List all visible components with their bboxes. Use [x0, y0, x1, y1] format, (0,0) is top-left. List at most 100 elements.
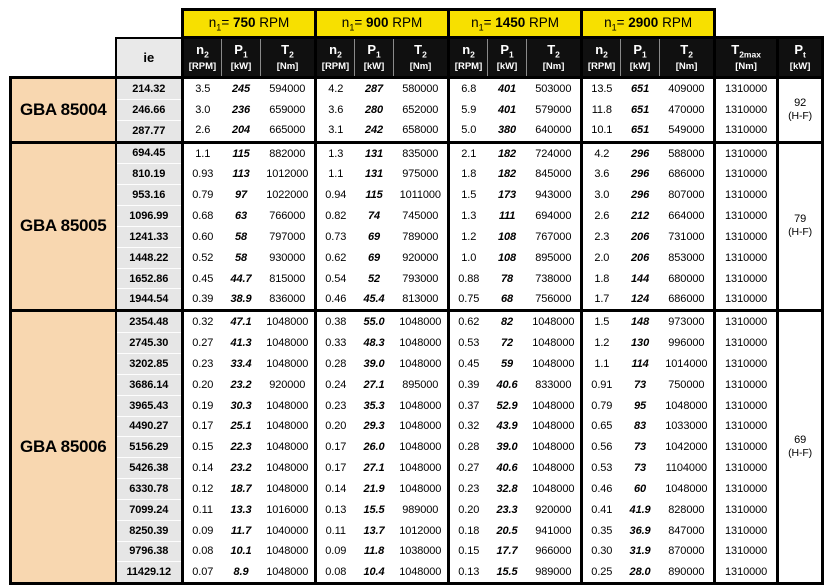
n2-cell: 0.20 [314, 416, 355, 437]
n2-cell: 1.3 [314, 140, 355, 164]
n2-header: n2 [RPM] [580, 36, 621, 79]
t2max-cell: 1310000 [713, 332, 780, 354]
p1-cell: 97 [221, 184, 261, 206]
table-row: GBA 85006 2354.48 0.32 47.1 1048000 0.38 55.0 1… [9, 309, 825, 585]
t2max-cell: 1310000 [713, 457, 780, 479]
t2-cell: 966000 [526, 541, 582, 562]
t2max-cell: 1310000 [713, 309, 780, 333]
n2-cell: 4.2 [314, 76, 355, 100]
p1-cell: 108 [487, 247, 527, 269]
n2-header: n2 [RPM] [447, 36, 488, 79]
t2-cell: 665000 [260, 120, 316, 143]
ie-cell: 6330.78 [115, 478, 184, 500]
n2-cell: 0.09 [314, 541, 355, 562]
t2-cell: 409000 [659, 76, 715, 100]
n2-cell: 0.53 [447, 332, 488, 354]
header-unit: [RPM] [188, 61, 217, 73]
p1-cell: 23.3 [487, 499, 527, 521]
n2-cell: 0.15 [447, 541, 488, 562]
p1-cell: 131 [354, 140, 394, 164]
ie-cell: 287.77 [115, 120, 184, 143]
p1-cell: 41.3 [221, 332, 261, 354]
header-symbol: n2 [329, 41, 342, 60]
n2-cell: 0.13 [447, 561, 488, 585]
p1-cell: 31.9 [620, 541, 660, 562]
p1-cell: 48.3 [354, 332, 394, 354]
t2-cell: 895000 [526, 247, 582, 269]
p1-cell: 23.2 [221, 374, 261, 396]
p1-cell: 212 [620, 205, 660, 227]
n2-cell: 0.73 [314, 226, 355, 248]
t2-cell: 943000 [526, 184, 582, 206]
t2-cell: 1048000 [526, 436, 582, 458]
n2-cell: 3.6 [580, 163, 621, 185]
t2-cell: 1104000 [659, 457, 715, 479]
n2-cell: 1.2 [447, 226, 488, 248]
ie-cell: 2745.30 [115, 332, 184, 354]
p1-cell: 206 [620, 226, 660, 248]
n2-cell: 0.30 [580, 541, 621, 562]
pt-header: Pt [kW] [776, 36, 825, 79]
n2-cell: 1.8 [580, 268, 621, 289]
t2max-cell: 1310000 [713, 520, 780, 542]
ie-cell: 1944.54 [115, 288, 184, 312]
t2-cell: 724000 [526, 140, 582, 164]
header-symbol: P1 [367, 41, 381, 60]
speed-group-header: n1= 2900 RPM [580, 8, 717, 39]
pt-cell: 69 (H-F) [777, 309, 825, 585]
t2-cell: 658000 [393, 120, 449, 143]
t2-cell: 1048000 [260, 353, 316, 375]
n2-cell: 0.28 [314, 353, 355, 375]
p1-cell: 296 [620, 184, 660, 206]
p1-cell: 40.6 [487, 457, 527, 479]
n2-cell: 0.53 [580, 457, 621, 479]
ie-cell: 953.16 [115, 184, 184, 207]
model-cell: GBA 85005 [9, 140, 117, 313]
n2-cell: 0.41 [580, 499, 621, 521]
t2-cell: 870000 [659, 541, 715, 562]
n2-cell: 0.60 [181, 226, 222, 248]
p1-cell: 131 [354, 163, 394, 185]
p1-cell: 29.3 [354, 416, 394, 437]
ie-cell: 7099.24 [115, 499, 184, 521]
t2max-header: T2max [Nm] [713, 36, 778, 79]
n2-cell: 3.6 [314, 99, 355, 121]
table-row: 3202.85 0.23 33.4 1048000 0.28 39.0 1048000 0.4… [11, 353, 823, 375]
n2-header: n2 [RPM] [314, 36, 355, 79]
pt-cell: 92 (H-F) [777, 76, 825, 144]
speed-group-header: n1= 750 RPM [180, 8, 318, 39]
p1-cell: 74 [354, 205, 394, 227]
p1-cell: 59 [487, 353, 527, 375]
p1-cell: 115 [354, 184, 394, 206]
table-row: 3965.43 0.19 30.3 1048000 0.23 35.3 1048000 0.3… [11, 395, 823, 417]
header-unit: [kW] [363, 61, 385, 73]
pt-value: 69 [794, 434, 807, 447]
header-symbol: n2 [462, 41, 475, 60]
n2-cell: 0.32 [447, 416, 488, 437]
n2-cell: 13.5 [580, 76, 621, 100]
p1-cell: 11.7 [221, 520, 261, 542]
t2max-cell: 1310000 [713, 226, 780, 248]
t2-cell: 890000 [659, 561, 715, 585]
t2-cell: 1048000 [393, 353, 449, 375]
t2-cell: 833000 [526, 374, 582, 396]
p1-cell: 55.0 [354, 309, 394, 333]
n2-cell: 0.45 [447, 353, 488, 375]
n2-cell: 0.17 [181, 416, 222, 437]
p1-cell: 68 [487, 288, 527, 311]
p1-cell: 27.1 [354, 374, 394, 396]
speed-group-header: n1= 1450 RPM [447, 8, 584, 39]
p1-cell: 651 [620, 99, 660, 121]
p1-cell: 206 [620, 247, 660, 269]
header-symbol: T2 [547, 41, 560, 60]
pt-value: 79 [794, 213, 807, 226]
t2-cell: 853000 [659, 247, 715, 269]
header-symbol: T2max [731, 41, 761, 60]
speed-header-row: n1= 750 RPM n1= 900 RPM n1= 1450 RPM n1= 29… [11, 8, 823, 39]
n2-cell: 4.2 [580, 140, 621, 164]
t2-cell: 1048000 [659, 395, 715, 416]
t2-cell: 930000 [260, 247, 316, 269]
t2-cell: 828000 [659, 499, 715, 521]
n2-cell: 1.1 [580, 353, 621, 375]
p1-cell: 69 [354, 226, 394, 248]
